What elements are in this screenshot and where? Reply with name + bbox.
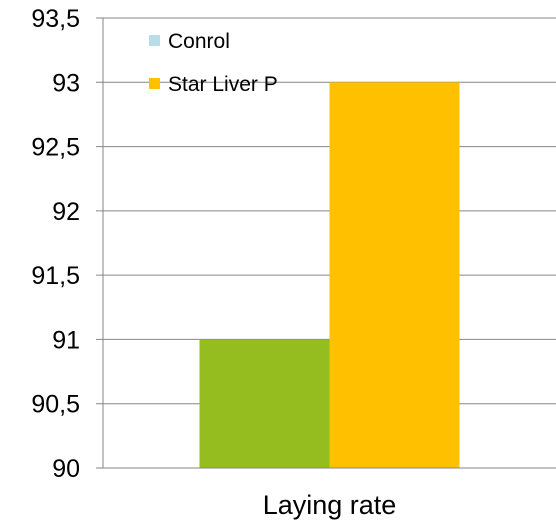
legend-swatch-star-liver-p bbox=[149, 78, 160, 89]
bars bbox=[199, 82, 460, 469]
category-labels: Laying rate bbox=[263, 490, 397, 520]
axes bbox=[96, 18, 556, 469]
bar-star-liver-p bbox=[329, 82, 460, 469]
gridlines bbox=[96, 17, 556, 405]
y-tick-label: 91,5 bbox=[31, 262, 80, 290]
bar-conrol bbox=[199, 339, 330, 468]
y-tick-label: 92 bbox=[52, 198, 80, 226]
y-tick-label: 91 bbox=[52, 326, 80, 354]
y-tick-label: 93 bbox=[52, 69, 80, 97]
x-category-label: Laying rate bbox=[263, 490, 397, 520]
legend: Conrol Star Liver P bbox=[149, 30, 278, 96]
y-tick-label: 90 bbox=[52, 455, 80, 483]
y-axis-tick-labels: 90 90,5 91 91,5 92 92,5 93 93,5 bbox=[31, 5, 80, 483]
legend-swatch-conrol bbox=[149, 35, 160, 46]
legend-label-star-liver-p: Star Liver P bbox=[168, 73, 278, 96]
y-tick-label: 90,5 bbox=[31, 391, 80, 419]
y-tick-label: 93,5 bbox=[31, 5, 80, 33]
legend-label-conrol: Conrol bbox=[168, 30, 230, 53]
y-tick-label: 92,5 bbox=[31, 134, 80, 162]
